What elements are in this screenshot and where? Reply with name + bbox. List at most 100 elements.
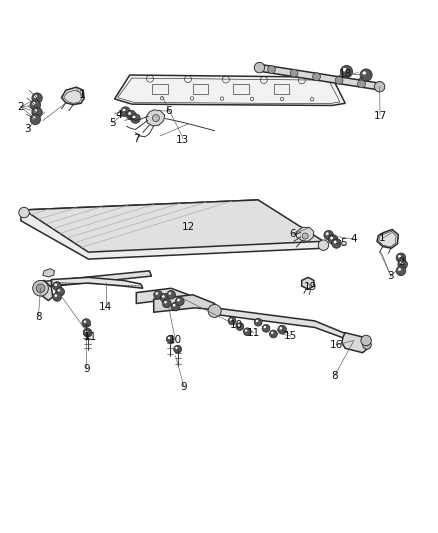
- Circle shape: [279, 327, 282, 329]
- Text: 5: 5: [109, 118, 116, 128]
- Circle shape: [245, 329, 247, 332]
- Circle shape: [208, 304, 221, 318]
- Circle shape: [396, 253, 406, 263]
- Circle shape: [290, 69, 298, 77]
- Polygon shape: [24, 200, 323, 252]
- Text: 14: 14: [99, 302, 113, 312]
- Circle shape: [278, 325, 286, 334]
- Circle shape: [244, 328, 251, 336]
- Polygon shape: [297, 228, 314, 241]
- Circle shape: [85, 330, 88, 333]
- Circle shape: [54, 284, 57, 286]
- Circle shape: [236, 322, 244, 330]
- Circle shape: [152, 115, 159, 122]
- Circle shape: [175, 347, 178, 349]
- Text: 3: 3: [24, 124, 31, 134]
- Text: 17: 17: [374, 111, 387, 122]
- Circle shape: [133, 116, 135, 118]
- Polygon shape: [342, 333, 367, 353]
- Circle shape: [36, 284, 45, 293]
- Circle shape: [174, 345, 182, 353]
- Polygon shape: [41, 271, 152, 287]
- Circle shape: [32, 116, 35, 119]
- Circle shape: [400, 262, 403, 264]
- Text: 11: 11: [84, 332, 97, 342]
- Circle shape: [56, 287, 64, 296]
- Circle shape: [256, 320, 258, 322]
- Polygon shape: [37, 280, 53, 301]
- Polygon shape: [115, 75, 345, 106]
- Circle shape: [84, 320, 86, 323]
- Circle shape: [398, 260, 407, 269]
- Circle shape: [33, 280, 48, 296]
- Circle shape: [30, 114, 41, 125]
- Circle shape: [164, 301, 167, 303]
- Text: 10: 10: [169, 335, 182, 345]
- Text: 9: 9: [181, 383, 187, 392]
- Polygon shape: [61, 87, 84, 104]
- Bar: [152, 84, 168, 94]
- Circle shape: [313, 73, 321, 80]
- Text: 5: 5: [340, 238, 346, 247]
- Circle shape: [361, 335, 371, 346]
- Text: 1: 1: [78, 91, 85, 100]
- Text: 8: 8: [35, 312, 42, 321]
- Circle shape: [228, 317, 236, 325]
- Circle shape: [32, 93, 42, 103]
- Circle shape: [82, 319, 91, 327]
- Circle shape: [131, 114, 140, 123]
- Text: 4: 4: [116, 110, 122, 120]
- Text: 18: 18: [339, 69, 352, 79]
- Circle shape: [269, 330, 277, 338]
- Circle shape: [171, 302, 180, 311]
- Circle shape: [363, 341, 371, 349]
- Circle shape: [162, 299, 171, 308]
- Circle shape: [335, 76, 343, 84]
- Circle shape: [162, 295, 165, 298]
- Text: 1: 1: [379, 233, 385, 243]
- Circle shape: [326, 232, 328, 235]
- Text: 16: 16: [330, 340, 343, 350]
- Circle shape: [318, 240, 328, 251]
- Polygon shape: [43, 269, 54, 277]
- Text: 6: 6: [290, 229, 296, 239]
- Circle shape: [330, 237, 333, 239]
- Bar: [274, 84, 290, 94]
- Circle shape: [32, 102, 35, 105]
- Circle shape: [328, 235, 338, 244]
- Text: 10: 10: [230, 320, 243, 330]
- Polygon shape: [258, 64, 381, 90]
- Circle shape: [160, 294, 169, 302]
- Circle shape: [230, 319, 232, 321]
- Circle shape: [334, 240, 336, 244]
- Circle shape: [155, 292, 158, 295]
- Circle shape: [166, 335, 174, 343]
- Polygon shape: [215, 308, 356, 343]
- Polygon shape: [154, 295, 217, 312]
- Circle shape: [396, 266, 406, 276]
- Circle shape: [340, 66, 353, 78]
- Text: 19: 19: [304, 282, 317, 293]
- Circle shape: [32, 107, 42, 118]
- Circle shape: [168, 337, 170, 339]
- Bar: [233, 84, 249, 94]
- Circle shape: [57, 289, 60, 292]
- Circle shape: [374, 82, 385, 92]
- Circle shape: [30, 100, 41, 110]
- Circle shape: [262, 325, 270, 332]
- Circle shape: [169, 292, 171, 295]
- Circle shape: [302, 233, 308, 239]
- Circle shape: [398, 268, 401, 271]
- Text: 2: 2: [399, 257, 405, 267]
- Circle shape: [128, 112, 131, 115]
- Circle shape: [360, 69, 372, 81]
- Polygon shape: [136, 288, 188, 303]
- Circle shape: [34, 109, 37, 112]
- Polygon shape: [377, 230, 398, 248]
- Polygon shape: [21, 200, 323, 259]
- Polygon shape: [51, 277, 143, 288]
- Circle shape: [332, 239, 341, 248]
- Text: 15: 15: [284, 331, 297, 341]
- Circle shape: [177, 298, 180, 301]
- Circle shape: [154, 290, 162, 299]
